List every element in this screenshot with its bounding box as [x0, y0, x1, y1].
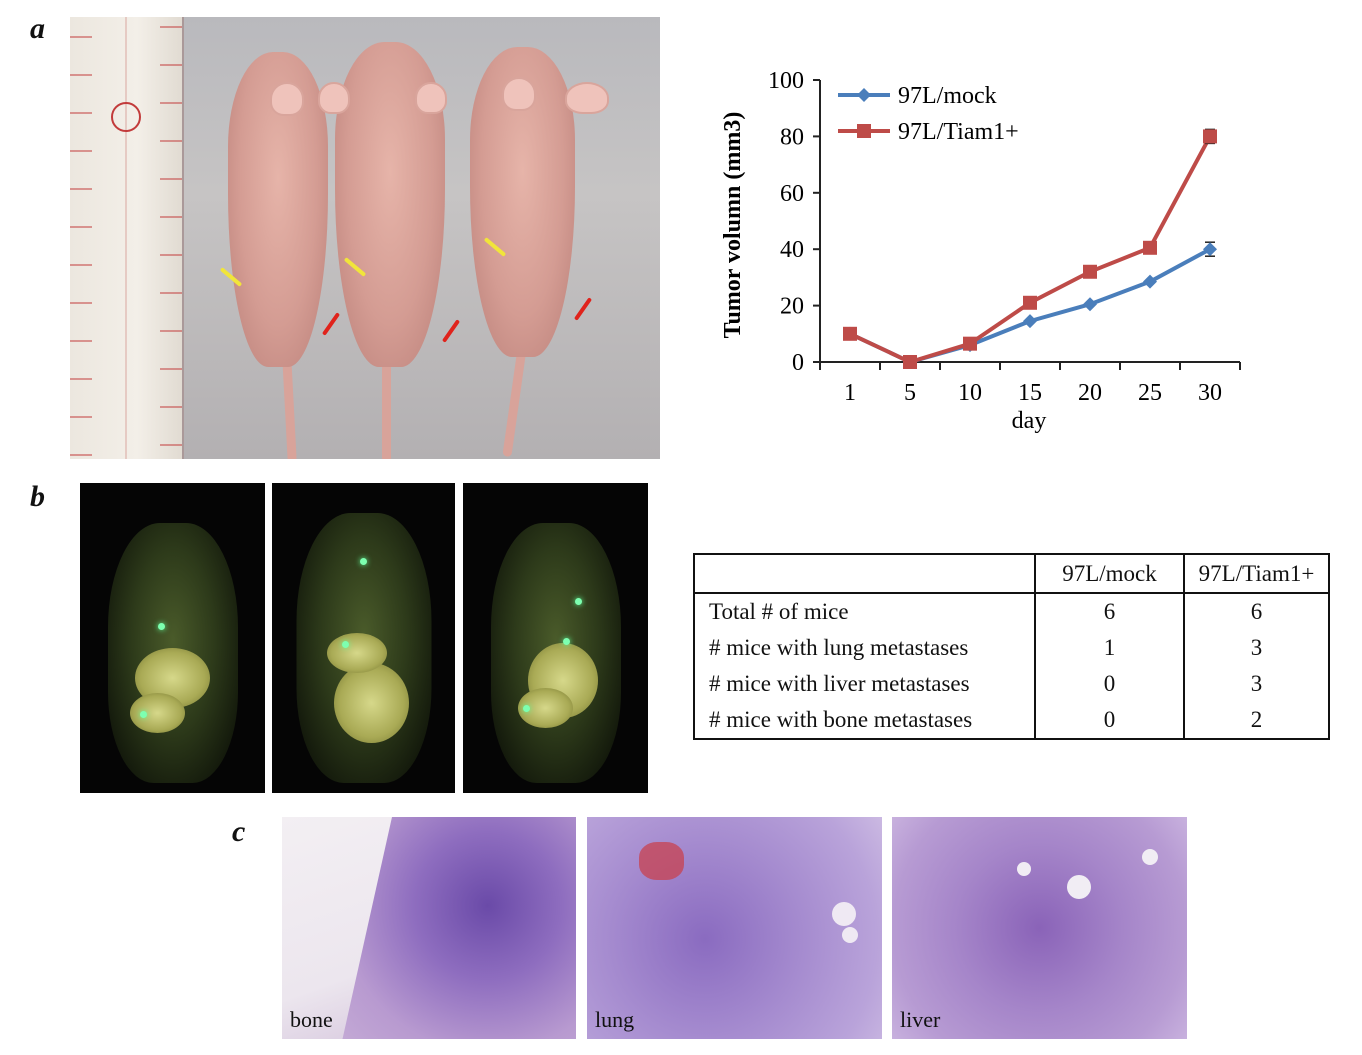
table-cell: 3: [1183, 666, 1330, 702]
ruler-image: [70, 17, 184, 459]
y-tick-label: 80: [780, 124, 804, 150]
histology-label: bone: [290, 1007, 333, 1032]
x-tick-label: 5: [904, 380, 916, 406]
mouse-ear: [565, 82, 609, 114]
table-cell: 6: [1183, 593, 1330, 630]
table-cell-label: Total # of mice: [693, 593, 1036, 630]
legend-label: 97L/mock: [898, 83, 997, 109]
y-tick-label: 20: [780, 294, 804, 320]
data-point: [1023, 295, 1037, 310]
legend-marker: [857, 124, 871, 138]
table-cell: 1: [1034, 630, 1185, 666]
data-point: [1203, 129, 1217, 144]
y-tick-label: 60: [780, 181, 804, 207]
table-cell-label: # mice with lung metastases: [693, 630, 1036, 666]
histology-bone: bone: [282, 817, 576, 1039]
fluorescence-image-2: [272, 483, 455, 793]
y-tick-label: 40: [780, 237, 804, 263]
histology-label: lung: [595, 1007, 635, 1032]
legend-label: 97L/Tiam1+: [898, 119, 1019, 145]
histology-liver: liver: [892, 817, 1187, 1039]
y-tick-label: 100: [768, 68, 804, 94]
table-row: # mice with lung metastases 1 3: [693, 630, 1330, 666]
mouse-ear: [270, 82, 304, 116]
fluorescence-image-1: [80, 483, 265, 793]
mouse-tail: [382, 362, 391, 459]
mouse-tail: [282, 356, 297, 459]
data-point: [963, 336, 977, 351]
legend-marker: [857, 88, 871, 102]
y-axis-label: Tumor volumn (mm3): [720, 112, 746, 339]
data-point: [1083, 264, 1097, 279]
table-cell: 3: [1183, 630, 1330, 666]
table-header-cell: 97L/Tiam1+: [1183, 553, 1330, 594]
table-header-cell: [693, 553, 1036, 594]
red-arrow-icon: [573, 297, 593, 321]
chart-axes: [813, 79, 1241, 370]
table-row: # mice with bone metastases 0 2: [693, 702, 1330, 740]
data-point: [1143, 240, 1157, 255]
table-cell: 0: [1034, 666, 1185, 702]
table-header-row: 97L/mock 97L/Tiam1+: [693, 553, 1330, 594]
y-tick-labels: 0 20 40 60 80 100: [768, 68, 804, 376]
x-tick-label: 10: [958, 380, 982, 406]
x-tick-label: 1: [844, 380, 856, 406]
table-cell-label: # mice with liver metastases: [693, 666, 1036, 702]
data-point: [1203, 242, 1217, 257]
y-tick-label: 0: [792, 350, 804, 376]
data-point: [1143, 274, 1157, 289]
data-point: [843, 326, 857, 341]
mouse-ear: [415, 82, 447, 114]
table-cell-label: # mice with bone metastases: [693, 702, 1036, 740]
data-point: [903, 355, 917, 369]
table-row: Total # of mice 6 6: [693, 593, 1330, 630]
chart-legend: 97L/mock 97L/Tiam1+: [838, 83, 1019, 145]
x-tick-label: 30: [1198, 380, 1222, 406]
x-tick-labels: 1 5 10 15 20 25 30: [844, 380, 1222, 406]
table-header-cell: 97L/mock: [1034, 553, 1185, 594]
x-tick-label: 15: [1018, 380, 1042, 406]
x-tick-label: 25: [1138, 380, 1162, 406]
fluorescence-image-3: [463, 483, 648, 793]
table-cell: 0: [1034, 702, 1185, 740]
data-point: [1023, 314, 1037, 329]
histology-lung: lung: [587, 817, 882, 1039]
data-point: [1083, 297, 1097, 312]
red-arrow-icon: [321, 312, 341, 336]
mouse-ear: [318, 82, 350, 114]
mice-tumor-photo: [70, 17, 660, 459]
panel-a-label: a: [30, 12, 45, 45]
table-cell: 6: [1034, 593, 1185, 630]
x-tick-label: 20: [1078, 380, 1102, 406]
red-arrow-icon: [441, 319, 461, 343]
x-axis-label: day: [1012, 408, 1047, 434]
metastasis-table: 97L/mock 97L/Tiam1+ Total # of mice 6 6 …: [693, 553, 1330, 740]
mouse-ear: [502, 77, 536, 111]
histology-label: liver: [900, 1007, 941, 1032]
chart-series: [843, 128, 1217, 369]
mouse-tail: [502, 346, 527, 458]
table-cell: 2: [1183, 702, 1330, 740]
panel-c-label: c: [232, 815, 246, 848]
panel-b-label: b: [30, 480, 45, 513]
table-row: # mice with liver metastases 0 3: [693, 666, 1330, 702]
